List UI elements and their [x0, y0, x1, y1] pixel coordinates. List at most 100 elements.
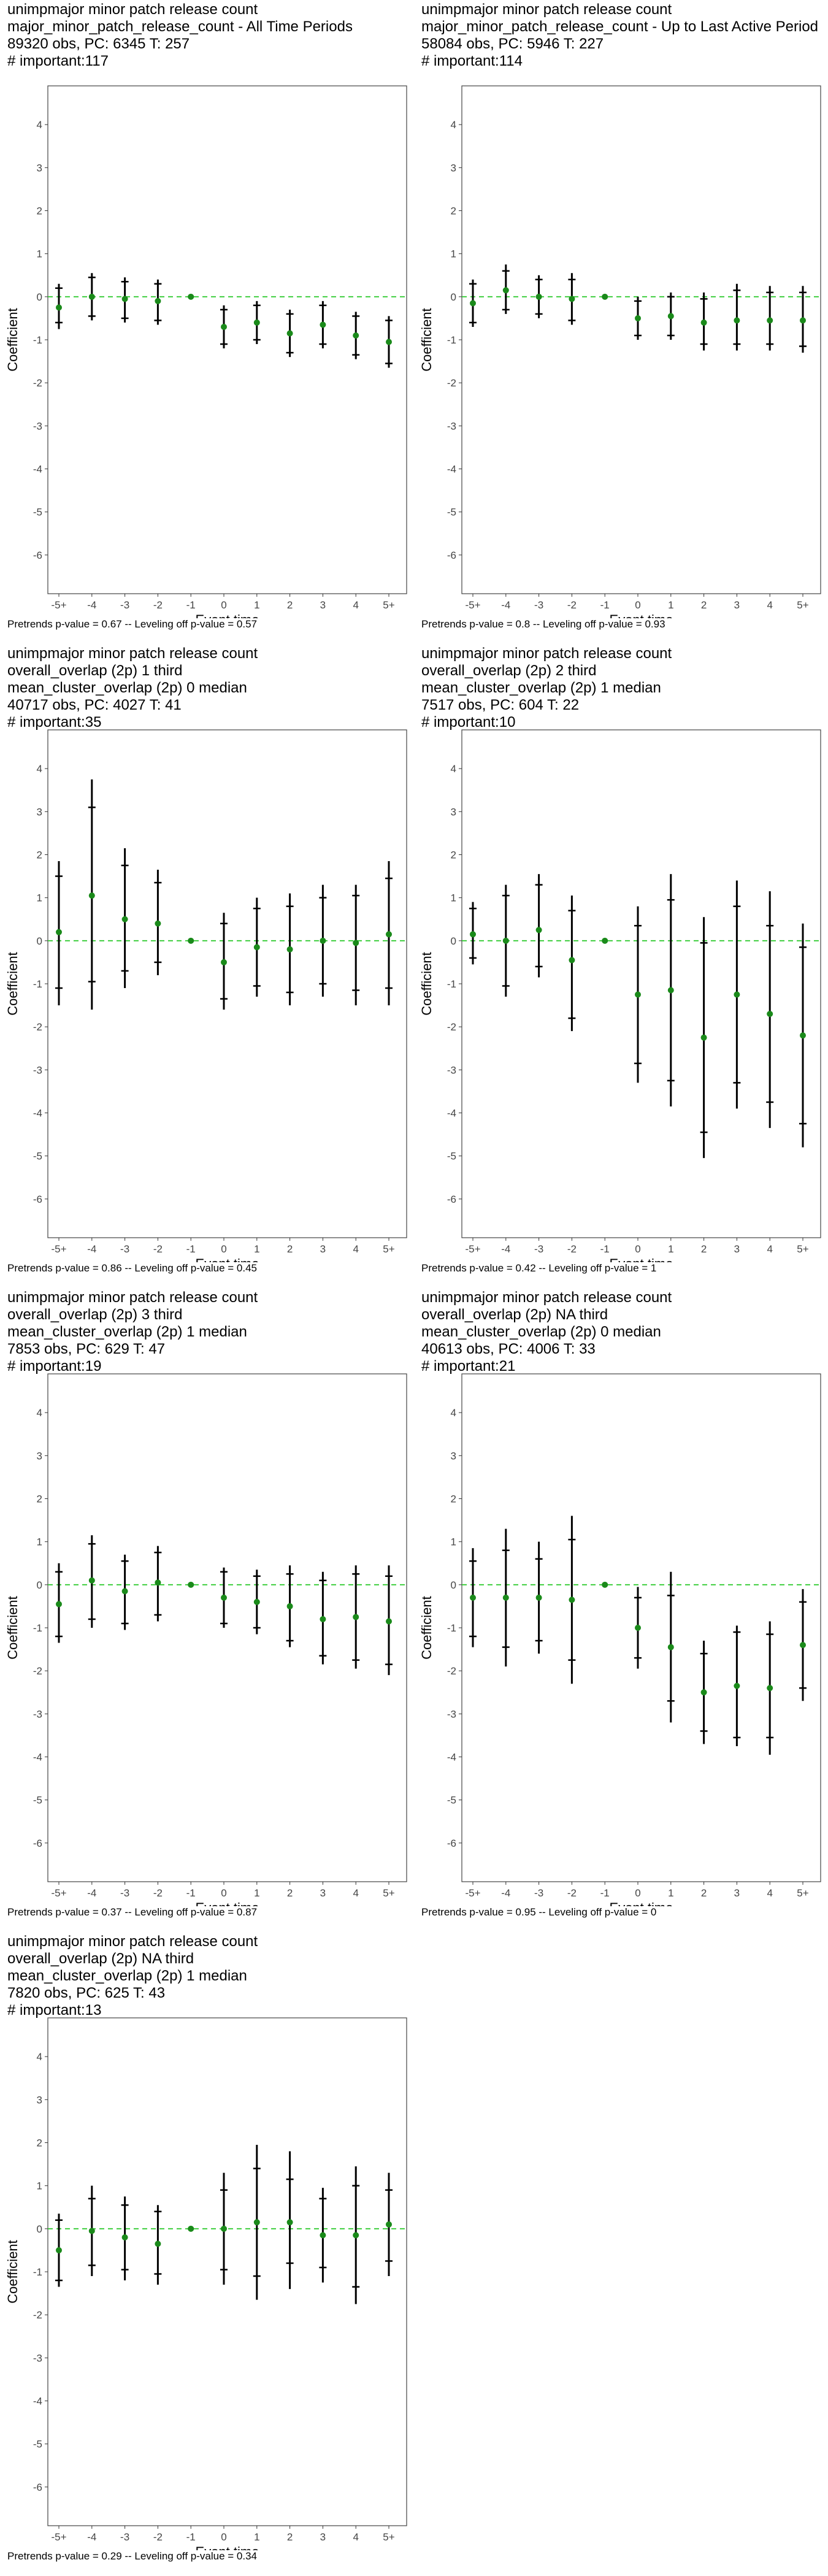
x-tick-label: 1 — [668, 1243, 673, 1255]
coefficient-point — [767, 1011, 773, 1018]
chart-title-line: overall_overlap (2p) 2 third — [421, 662, 597, 679]
coefficient-point — [700, 319, 707, 326]
x-tick-label: -3 — [534, 599, 543, 611]
chart-title-line: mean_cluster_overlap (2p) 0 median — [421, 1324, 661, 1340]
y-tick-label: -5 — [447, 1795, 456, 1806]
x-tick-label: 4 — [767, 599, 772, 611]
coefficient-point — [667, 1644, 674, 1650]
x-tick-label: -3 — [534, 1887, 543, 1899]
plot-area: 4 3 2 1 0 -1 -2 -3 -4 -5 -6 -5+ -4 -3 -2 -1 0 1 2 3 4 5+ Event… — [419, 85, 821, 618]
chart-title-line: # important:10 — [421, 714, 516, 730]
coefficient-point — [188, 937, 194, 944]
x-tick-label: 5+ — [797, 1243, 808, 1255]
x-tick-label: -2 — [153, 599, 163, 611]
x-tick-label: -5+ — [51, 599, 66, 611]
chart-title-line: mean_cluster_overlap (2p) 1 median — [421, 680, 661, 696]
plot-border — [461, 1373, 821, 1882]
coefficient-point — [155, 1579, 161, 1586]
chart-title-line: 40717 obs, PC: 4027 T: 41 — [7, 697, 182, 713]
coefficient-point — [188, 1581, 194, 1588]
x-tick-label: -3 — [120, 2531, 129, 2543]
x-tick-label: -3 — [120, 1243, 129, 1255]
coefficient-point — [667, 313, 674, 320]
coefficient-point — [286, 946, 293, 953]
y-tick-label: -2 — [33, 1021, 42, 1033]
x-tick-label: 3 — [320, 1243, 326, 1255]
coefficient-point — [56, 929, 62, 935]
chart-panel: unimpmajor minor patch release count over… — [414, 644, 825, 1285]
x-tick-label: 5+ — [383, 1243, 394, 1255]
y-tick-label: -3 — [447, 420, 456, 432]
y-tick-label: 3 — [451, 1450, 456, 1462]
coefficient-point — [155, 297, 161, 304]
y-tick-label: -4 — [447, 1108, 456, 1119]
coefficient-point — [502, 937, 509, 944]
coefficient-point — [353, 940, 359, 946]
y-tick-label: -4 — [447, 464, 456, 475]
y-tick-label: 2 — [451, 205, 456, 217]
chart-title-line: # important:114 — [421, 53, 523, 69]
x-tick-label: 2 — [701, 599, 707, 611]
y-axis-label: Coefficient — [5, 308, 20, 372]
coefficient-point — [253, 1598, 260, 1605]
coefficient-point — [286, 2219, 293, 2226]
x-tick-label: 3 — [320, 599, 326, 611]
x-tick-label: -5+ — [51, 1243, 66, 1255]
x-tick-label: -5+ — [465, 1243, 480, 1255]
y-tick-label: -5 — [33, 2439, 42, 2450]
chart-panel: unimpmajor minor patch release count over… — [0, 1932, 411, 2573]
chart-title: unimpmajor minor patch release count over… — [421, 1289, 820, 1375]
coefficient-point — [353, 2232, 359, 2239]
y-tick-label: 1 — [37, 1536, 42, 1548]
x-axis-label: Event time — [610, 1900, 673, 1906]
y-tick-label: 1 — [451, 248, 456, 260]
y-tick-label: -2 — [447, 1665, 456, 1677]
y-tick-label: -4 — [447, 1752, 456, 1763]
y-tick-label: 2 — [37, 205, 42, 217]
chart-title-line: 89320 obs, PC: 6345 T: 257 — [7, 36, 190, 52]
chart-title-line: major_minor_patch_release_count - All Ti… — [7, 18, 353, 35]
coefficient-point — [800, 1642, 806, 1649]
plot-border — [47, 85, 407, 594]
y-tick-label: -3 — [447, 1708, 456, 1720]
coefficient-point — [502, 287, 509, 294]
x-tick-label: -1 — [186, 599, 196, 611]
x-tick-label: -2 — [153, 2531, 163, 2543]
y-tick-label: -3 — [33, 420, 42, 432]
y-tick-label: 2 — [37, 1493, 42, 1505]
x-axis-label: Event time — [196, 2544, 259, 2550]
x-tick-label: -4 — [87, 599, 96, 611]
coefficient-point — [88, 892, 95, 899]
coefficient-point — [734, 1682, 740, 1689]
y-tick-label: 1 — [37, 2180, 42, 2192]
x-tick-label: 4 — [767, 1243, 772, 1255]
x-tick-label: 0 — [221, 2531, 226, 2543]
x-tick-label: 3 — [320, 1887, 326, 1899]
x-tick-label: 4 — [353, 599, 358, 611]
chart-title-line: overall_overlap (2p) 1 third — [7, 662, 183, 679]
y-tick-label: -5 — [447, 1151, 456, 1162]
y-axis-label: Coefficient — [419, 952, 434, 1016]
y-tick-label: -1 — [33, 978, 42, 990]
y-tick-label: 2 — [451, 849, 456, 861]
y-tick-label: 2 — [37, 849, 42, 861]
coefficient-point — [121, 1588, 128, 1595]
y-axis-label: Coefficient — [5, 2240, 20, 2304]
plot-border — [47, 2017, 407, 2526]
y-tick-label: -3 — [33, 1064, 42, 1076]
y-tick-label: -5 — [33, 507, 42, 518]
x-axis-label: Event time — [196, 1900, 259, 1906]
x-tick-label: -2 — [567, 599, 577, 611]
chart-title-line: unimpmajor minor patch release count — [421, 1289, 672, 1306]
coefficient-point — [470, 1594, 476, 1601]
x-tick-label: 5+ — [797, 599, 808, 611]
coefficient-point — [535, 1594, 542, 1601]
y-axis-label: Coefficient — [419, 308, 434, 372]
y-tick-label: -6 — [33, 550, 42, 561]
x-tick-label: 0 — [635, 599, 640, 611]
chart-title-line: unimpmajor minor patch release count — [7, 1289, 258, 1306]
x-tick-label: 3 — [734, 599, 740, 611]
x-tick-label: -4 — [501, 599, 510, 611]
x-tick-label: 2 — [701, 1243, 707, 1255]
y-tick-label: -4 — [33, 1108, 42, 1119]
